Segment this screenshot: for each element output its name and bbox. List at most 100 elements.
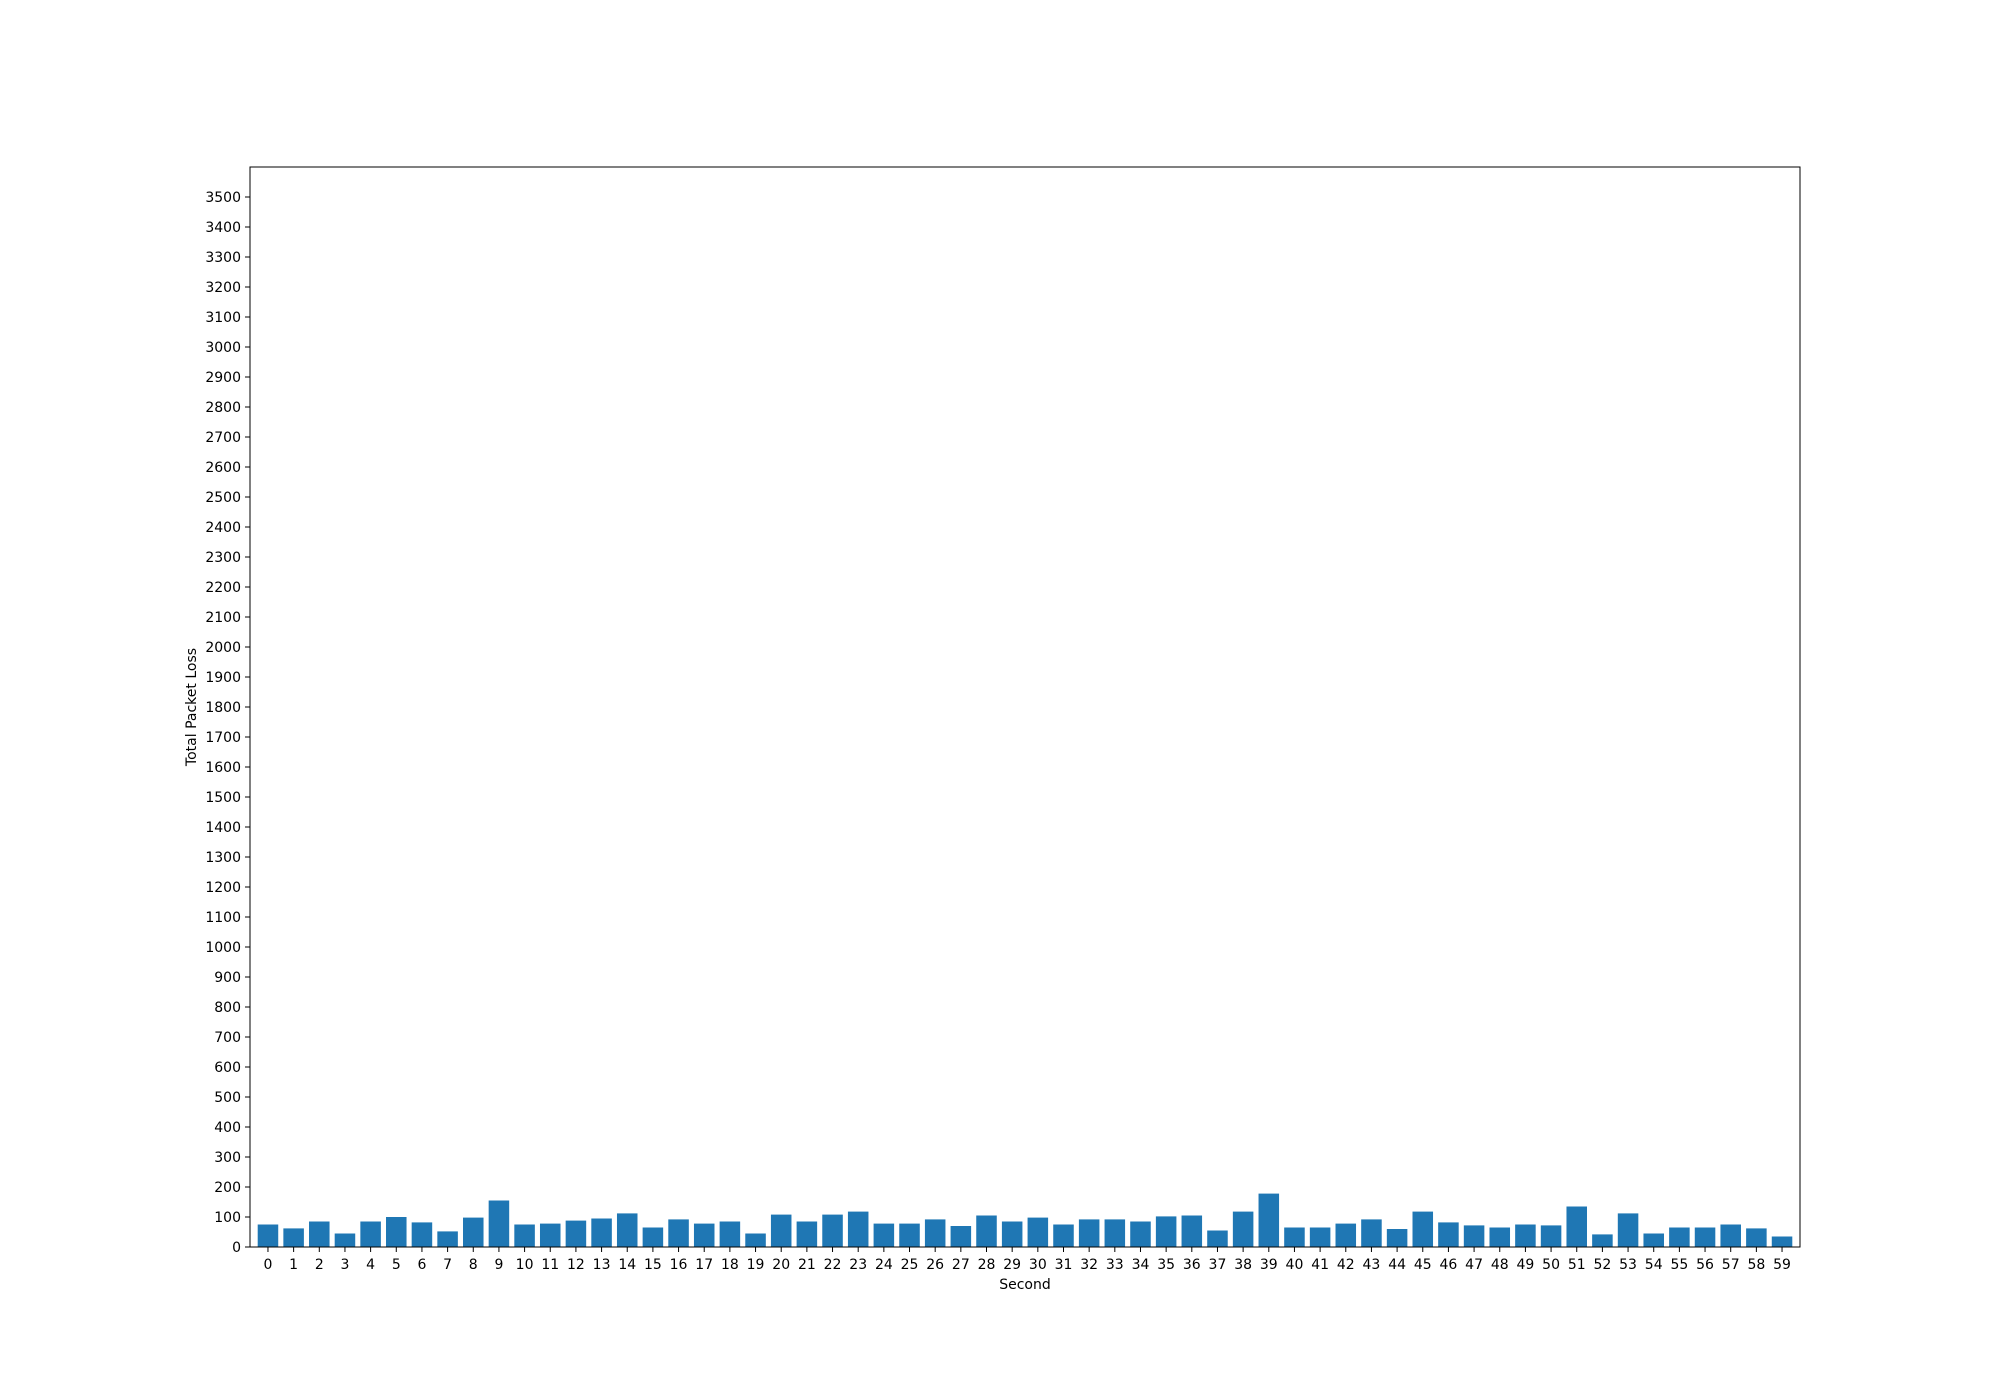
- x-tick-label: 52: [1593, 1257, 1611, 1273]
- bar-33: [1104, 1219, 1126, 1247]
- bar-2: [309, 1221, 330, 1247]
- y-tick-label: 2000: [205, 640, 241, 656]
- y-tick-label: 1200: [205, 880, 241, 896]
- x-tick-label: 16: [670, 1257, 688, 1273]
- bar-47: [1463, 1225, 1485, 1247]
- x-tick-label: 0: [264, 1257, 273, 1273]
- x-tick-label: 18: [721, 1257, 739, 1273]
- x-tick-label: 57: [1722, 1257, 1740, 1273]
- bar-6: [411, 1222, 433, 1247]
- y-tick-label: 3100: [205, 310, 241, 326]
- x-tick-label: 50: [1542, 1257, 1560, 1273]
- x-tick-label: 42: [1337, 1257, 1355, 1273]
- y-tick-label: 1300: [205, 850, 241, 866]
- bar-54: [1643, 1233, 1664, 1247]
- bar-57: [1720, 1224, 1741, 1247]
- x-tick-label: 38: [1234, 1257, 1252, 1273]
- bar-25: [899, 1223, 920, 1247]
- y-tick-label: 1700: [205, 730, 241, 746]
- bar-42: [1335, 1223, 1357, 1247]
- y-tick-label: 100: [214, 1210, 241, 1226]
- bar-51: [1566, 1206, 1587, 1247]
- bar-36: [1181, 1215, 1203, 1247]
- bar-30: [1027, 1217, 1049, 1247]
- y-tick-label: 2900: [205, 370, 241, 386]
- y-tick-label: 900: [214, 970, 241, 986]
- y-tick-label: 400: [214, 1120, 241, 1136]
- bar-52: [1592, 1234, 1613, 1247]
- y-tick-label: 200: [214, 1180, 241, 1196]
- x-tick-label: 9: [494, 1257, 503, 1273]
- x-axis-label: Second: [999, 1277, 1051, 1293]
- x-tick-label: 35: [1157, 1257, 1175, 1273]
- plot-frame: [249, 166, 1801, 1248]
- bar-48: [1489, 1227, 1511, 1247]
- y-tick-label: 0: [232, 1240, 241, 1256]
- bar-59: [1771, 1236, 1793, 1247]
- bar-40: [1284, 1227, 1305, 1247]
- bar-27: [950, 1226, 972, 1247]
- bar-23: [847, 1211, 869, 1247]
- y-axis-label: Total Packet Loss: [184, 648, 200, 767]
- y-tick-label: 3500: [205, 190, 241, 206]
- bar-1: [283, 1228, 304, 1247]
- bar-5: [386, 1217, 407, 1247]
- x-tick-label: 49: [1516, 1257, 1534, 1273]
- x-tick-label: 43: [1363, 1257, 1381, 1273]
- bar-35: [1155, 1216, 1177, 1247]
- x-tick-label: 59: [1773, 1257, 1791, 1273]
- x-tick-label: 34: [1132, 1257, 1150, 1273]
- bar-8: [463, 1217, 484, 1247]
- bar-13: [591, 1218, 612, 1247]
- bar-31: [1053, 1224, 1074, 1247]
- y-tick-label: 2200: [205, 580, 241, 596]
- x-axis: 0 1 2 3 4 5 6 7 8 9 10 11 12 13 14 15 16 17 18 19 20 21 22 23 24…: [264, 1247, 1791, 1273]
- x-tick-label: 27: [952, 1257, 970, 1273]
- bar-46: [1438, 1222, 1459, 1247]
- y-tick-label: 2400: [205, 520, 241, 536]
- y-tick-label: 500: [214, 1090, 241, 1106]
- bar-3: [334, 1233, 356, 1247]
- bar-29: [1001, 1221, 1023, 1247]
- y-tick-label: 700: [214, 1030, 241, 1046]
- bar-26: [924, 1219, 946, 1247]
- x-tick-label: 47: [1465, 1257, 1483, 1273]
- y-tick-label: 1400: [205, 820, 241, 836]
- x-tick-label: 21: [798, 1257, 816, 1273]
- bar-32: [1078, 1219, 1100, 1247]
- bar-19: [745, 1233, 766, 1247]
- bar-49: [1515, 1224, 1536, 1247]
- bar-21: [796, 1221, 818, 1247]
- x-tick-label: 24: [875, 1257, 893, 1273]
- x-tick-label: 32: [1080, 1257, 1098, 1273]
- x-tick-label: 17: [695, 1257, 713, 1273]
- x-tick-label: 36: [1183, 1257, 1201, 1273]
- x-tick-label: 15: [644, 1257, 662, 1273]
- bar-20: [770, 1214, 792, 1247]
- y-tick-label: 2500: [205, 490, 241, 506]
- x-tick-label: 30: [1029, 1257, 1047, 1273]
- y-tick-label: 2700: [205, 430, 241, 446]
- bar-17: [693, 1223, 715, 1247]
- bar-56: [1694, 1227, 1716, 1247]
- bar-7: [437, 1231, 458, 1247]
- bar-45: [1412, 1211, 1434, 1247]
- x-tick-label: 2: [315, 1257, 324, 1273]
- bars-group: [257, 1193, 1793, 1247]
- y-tick-label: 2800: [205, 400, 241, 416]
- bar-39: [1258, 1193, 1280, 1247]
- x-tick-label: 19: [747, 1257, 765, 1273]
- bar-14: [616, 1213, 638, 1247]
- x-tick-label: 37: [1209, 1257, 1227, 1273]
- y-tick-label: 3200: [205, 280, 241, 296]
- x-tick-label: 33: [1106, 1257, 1124, 1273]
- bar-37: [1207, 1230, 1228, 1247]
- x-tick-label: 58: [1747, 1257, 1765, 1273]
- y-tick-label: 600: [214, 1060, 241, 1076]
- x-tick-label: 12: [567, 1257, 585, 1273]
- y-tick-label: 2100: [205, 610, 241, 626]
- x-tick-label: 11: [541, 1257, 559, 1273]
- x-tick-label: 26: [926, 1257, 944, 1273]
- y-tick-label: 1000: [205, 940, 241, 956]
